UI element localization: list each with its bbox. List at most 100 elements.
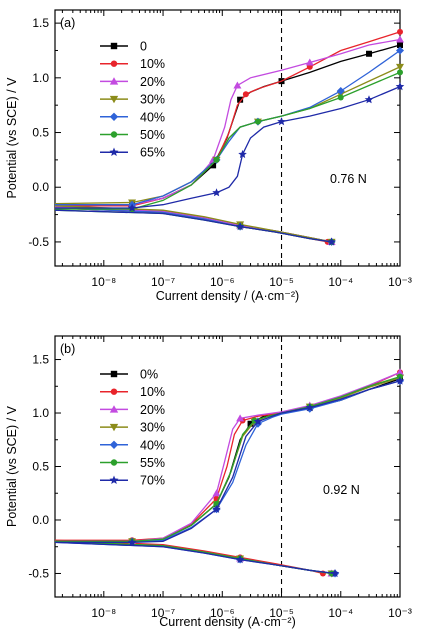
data-marker <box>109 423 119 432</box>
x-tick-label: 10⁻⁵ <box>269 275 294 289</box>
x-axis-label: Current density (A·cm⁻²) <box>159 615 295 629</box>
data-marker <box>233 81 242 89</box>
data-marker <box>109 147 119 156</box>
y-tick-label: 0.5 <box>32 126 49 140</box>
data-marker <box>395 376 405 385</box>
x-tick-label: 10⁻⁷ <box>151 606 175 620</box>
data-marker <box>109 95 119 104</box>
data-marker <box>242 91 249 98</box>
load-annotation: 0.76 N <box>330 172 367 186</box>
data-marker <box>213 156 220 163</box>
data-marker <box>395 82 405 91</box>
data-marker <box>237 96 244 103</box>
x-axis-label: Current density / (A·cm⁻²) <box>156 289 299 303</box>
x-tick-label: 10⁻⁴ <box>328 606 353 620</box>
data-marker <box>110 459 118 466</box>
data-marker <box>109 475 119 484</box>
data-marker <box>305 403 315 412</box>
x-tick-label: 10⁻⁴ <box>328 275 353 289</box>
legend-label: 0% <box>140 368 158 382</box>
data-marker <box>330 569 340 578</box>
series-70pct <box>54 376 405 578</box>
x-tick-label: 10⁻³ <box>388 606 412 620</box>
y-tick-label: 0.0 <box>32 513 49 527</box>
x-tick-label: 10⁻⁸ <box>91 606 116 620</box>
data-marker <box>235 555 245 564</box>
load-annotation: 0.92 N <box>323 483 360 497</box>
data-marker <box>127 203 137 212</box>
data-marker <box>210 162 217 169</box>
y-tick-label: 1.5 <box>32 16 49 30</box>
data-marker <box>396 368 404 376</box>
series-line-anodic <box>55 38 401 206</box>
data-marker <box>366 50 373 57</box>
series-line-anodic <box>55 371 401 543</box>
data-marker <box>236 414 245 422</box>
series-65pct <box>54 82 405 246</box>
legend-label: 20% <box>140 75 165 89</box>
data-marker <box>110 42 118 50</box>
data-marker <box>397 28 403 35</box>
data-marker <box>397 42 403 49</box>
legend-label: 40% <box>140 438 165 452</box>
y-tick-label: -0.5 <box>28 235 49 249</box>
x-tick-label: 10⁻⁸ <box>91 275 116 289</box>
data-marker <box>396 46 404 55</box>
legend-label: 55% <box>140 456 165 470</box>
y-tick-label: 1.5 <box>32 353 49 367</box>
y-axis-label: Potential (vs SCE) / V <box>5 405 19 527</box>
legend-label: 10% <box>140 57 165 71</box>
data-marker <box>212 489 221 497</box>
x-tick-label: 10⁻³ <box>388 275 412 289</box>
data-marker <box>212 504 221 513</box>
x-tick-label: 10⁻⁶ <box>210 275 235 289</box>
data-marker <box>109 405 119 413</box>
legend-label: 50% <box>140 128 165 142</box>
data-marker <box>396 35 404 43</box>
panel-a: 10⁻⁸ 10⁻⁷ 10⁻⁶ 10⁻⁵ 10⁻⁴ 10⁻³ -0.5 0.0 0.5 1.0 1.5… <box>5 9 412 303</box>
panel-b: 10⁻⁸ 10⁻⁷ 10⁻⁶ 10⁻⁵ 10⁻⁴ 10⁻³ -0.5 0.0 0.5 1.0 1.5… <box>5 335 412 629</box>
data-marker <box>337 94 344 101</box>
x-tick-label: 10⁻⁵ <box>269 606 294 620</box>
series-line-anodic <box>55 380 401 543</box>
data-marker <box>110 370 118 378</box>
data-marker <box>235 222 245 231</box>
legend-label: 65% <box>140 146 165 160</box>
data-marker <box>305 58 314 66</box>
data-marker <box>254 118 261 125</box>
plot-frame <box>54 9 401 267</box>
data-marker <box>253 417 263 426</box>
data-marker <box>327 237 336 246</box>
legend-label: 30% <box>140 421 165 435</box>
series-line-anodic <box>55 380 401 544</box>
data-marker <box>238 149 247 159</box>
data-marker <box>110 388 118 395</box>
data-marker <box>110 60 118 67</box>
legend-label: 10% <box>140 385 165 399</box>
y-tick-label: 0.0 <box>32 180 49 194</box>
data-marker <box>277 117 286 126</box>
data-marker <box>110 131 118 138</box>
x-tick-label: 10⁻⁶ <box>210 606 235 620</box>
y-tick-label: 1.0 <box>32 406 49 420</box>
y-axis-label: Potential (vs SCE) / V <box>5 77 19 199</box>
panel-label: (a) <box>60 16 75 30</box>
panel-label: (b) <box>60 342 75 356</box>
y-tick-label: -0.5 <box>28 566 49 580</box>
data-marker <box>247 420 254 427</box>
x-tick-label: 10⁻⁷ <box>151 275 175 289</box>
legend-label: 30% <box>140 93 165 107</box>
data-marker <box>127 537 137 547</box>
data-marker <box>109 112 119 121</box>
data-marker <box>212 188 221 197</box>
data-marker <box>396 63 404 71</box>
legend-label: 0 <box>140 40 147 54</box>
series-line-anodic <box>55 375 401 543</box>
data-marker <box>336 86 345 95</box>
legend-label: 20% <box>140 403 165 417</box>
data-marker <box>109 77 119 85</box>
legend-label: 70% <box>140 474 165 488</box>
y-tick-label: 1.0 <box>32 71 49 85</box>
data-marker <box>109 440 119 449</box>
